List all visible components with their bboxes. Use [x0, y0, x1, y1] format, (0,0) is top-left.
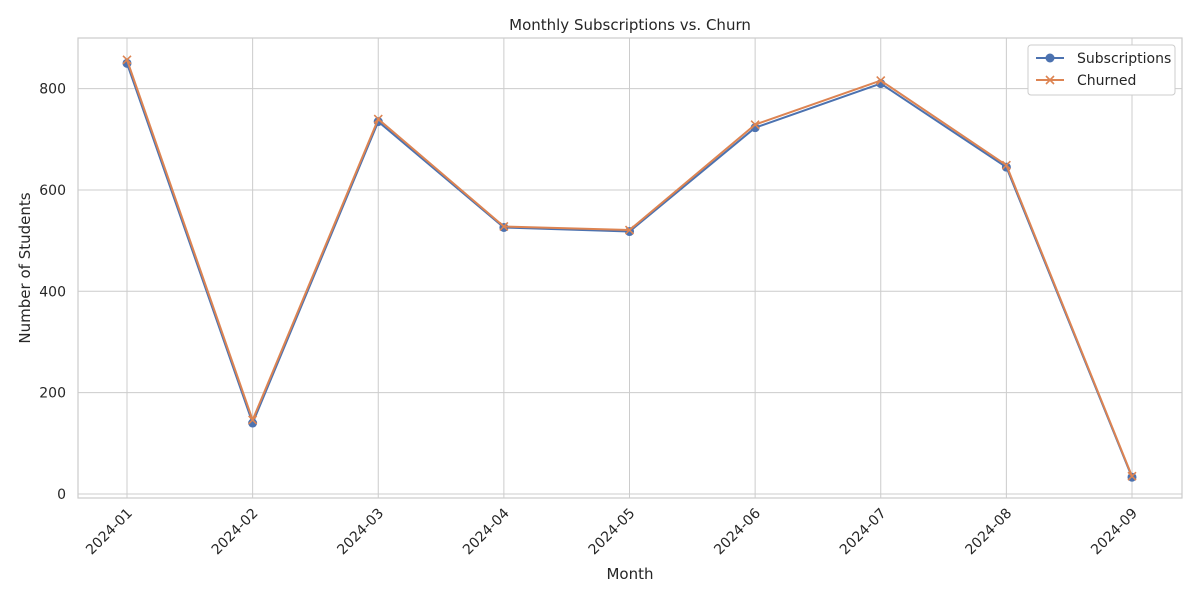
legend-marker-subscriptions [1045, 53, 1055, 63]
x-tick-label: 2024-08 [963, 506, 1016, 559]
y-tick-label: 200 [39, 386, 66, 402]
y-axis-label: Number of Students [16, 192, 34, 343]
x-tick-label: 2024-03 [334, 506, 387, 559]
grid [78, 38, 1182, 498]
x-tick-label: 2024-09 [1088, 506, 1141, 559]
data-point-churned [1001, 160, 1011, 170]
legend-label-churned: Churned [1077, 73, 1136, 89]
series-layer [122, 55, 1137, 482]
data-point-churned [1127, 471, 1137, 481]
y-tick-label: 600 [39, 183, 66, 199]
data-point-churned [373, 114, 383, 124]
data-point-churned [122, 55, 132, 65]
x-tick-label: 2024-02 [209, 506, 262, 559]
legend-marker-churned [1045, 75, 1055, 85]
data-point-churned [876, 75, 886, 86]
legend-label-subscriptions: Subscriptions [1077, 51, 1171, 67]
x-tick-label: 2024-04 [460, 505, 513, 558]
data-point-churned [750, 120, 760, 130]
legend-box [1027, 44, 1176, 96]
y-tick-label: 0 [57, 487, 66, 503]
y-tick-label: 800 [39, 82, 66, 98]
data-point-subscriptions [248, 418, 258, 428]
x-tick-labels: 2024-01 2024-02 2024-03 2024-04 2024-05 2024-… [83, 505, 1141, 558]
x-tick-label: 2024-05 [586, 506, 639, 559]
data-point-churned [248, 415, 258, 425]
x-tick-label: 2024-07 [837, 506, 890, 559]
x-axis-label: Month [606, 565, 653, 583]
plot-frame [77, 37, 1183, 499]
data-point-churned [499, 221, 509, 232]
x-tick-label: 2024-06 [711, 505, 764, 558]
legend: Subscriptions Churned [1027, 44, 1176, 96]
y-tick-labels: 0 200 400 600 800 [39, 82, 66, 503]
y-tick-label: 400 [39, 284, 66, 300]
chart-title: Monthly Subscriptions vs. Churn [509, 16, 751, 34]
x-tick-label: 2024-01 [83, 506, 136, 559]
data-point-churned [624, 225, 635, 235]
